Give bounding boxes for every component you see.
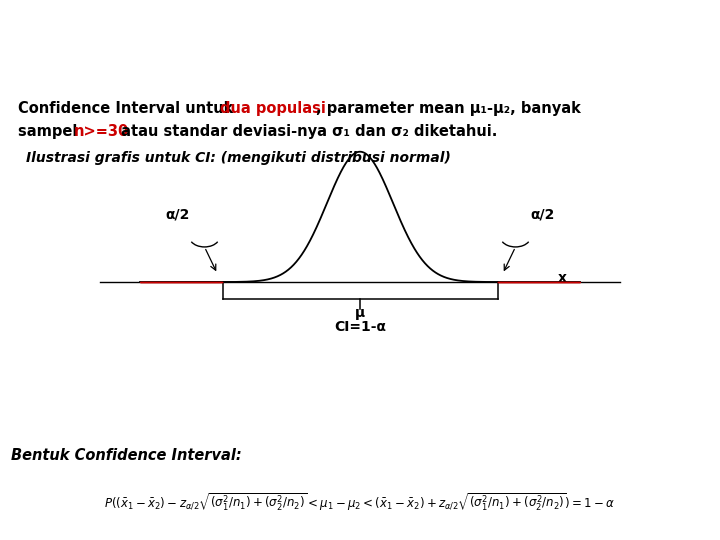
Text: Ilustrasi grafis untuk CI: (mengikuti distribusi normal): Ilustrasi grafis untuk CI: (mengikuti di… — [26, 151, 451, 165]
Text: n>=30: n>=30 — [74, 124, 130, 139]
Text: μ: μ — [355, 306, 365, 320]
Text: Bentuk Confidence Interval:: Bentuk Confidence Interval: — [11, 448, 241, 463]
Text: STATISTIKA – Selang Kepercayaan: STATISTIKA – Selang Kepercayaan — [161, 24, 559, 45]
Text: x: x — [557, 271, 567, 285]
Text: Confidence Interval untuk: Confidence Interval untuk — [18, 101, 238, 116]
Text: sampel: sampel — [18, 124, 83, 139]
Text: CI=1-α: CI=1-α — [334, 320, 386, 334]
Text: α/2: α/2 — [531, 208, 554, 222]
Text: atau standar deviasi-nya σ₁ dan σ₂ diketahui.: atau standar deviasi-nya σ₁ dan σ₂ diket… — [116, 124, 498, 139]
Text: dua populasi: dua populasi — [220, 101, 326, 116]
Text: , parameter mean μ₁-μ₂, banyak: , parameter mean μ₁-μ₂, banyak — [316, 101, 581, 116]
Text: α/2: α/2 — [166, 208, 189, 222]
Text: $P((\bar{x}_1 - \bar{x}_2) - z_{\alpha/2}\sqrt{(\sigma_1^2/n_1)+(\sigma_2^2/n_2): $P((\bar{x}_1 - \bar{x}_2) - z_{\alpha/2… — [104, 491, 616, 513]
